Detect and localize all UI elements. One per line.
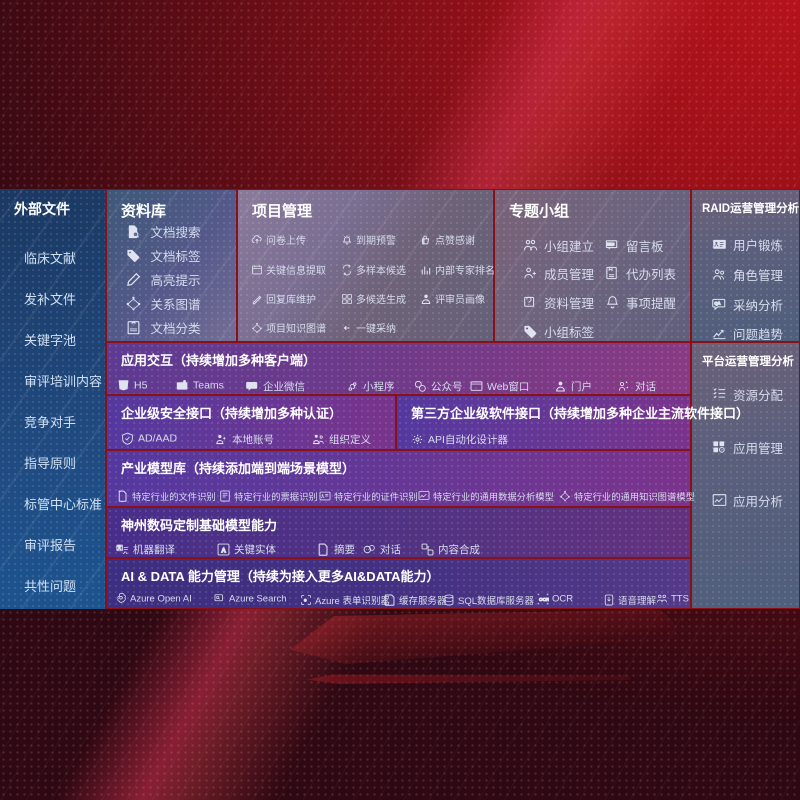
svg-text:QA: QA: [714, 300, 720, 305]
svg-text:A: A: [221, 547, 226, 554]
svg-text:OCR: OCR: [539, 597, 549, 603]
svg-text:e: e: [304, 598, 307, 603]
svg-text:文: 文: [116, 545, 121, 550]
svg-text:5: 5: [120, 383, 123, 389]
svg-text:BBS: BBS: [607, 243, 615, 247]
